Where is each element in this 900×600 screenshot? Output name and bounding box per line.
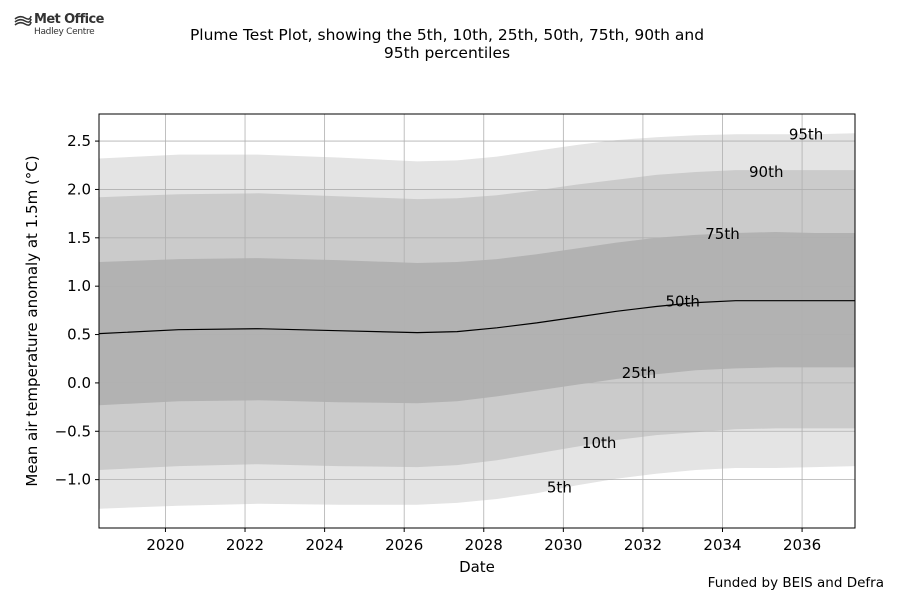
x-tick-label: 2020 (146, 536, 184, 554)
percentile-label-5th: 5th (547, 478, 572, 496)
chart-title-line-1: Plume Test Plot, showing the 5th, 10th, … (189, 26, 705, 44)
percentile-label-50th: 50th (665, 293, 699, 311)
y-tick-label: 2.5 (67, 132, 91, 150)
logo-name: Met Office (34, 12, 104, 27)
x-tick-label: 2034 (703, 536, 741, 554)
y-tick-label: −0.5 (55, 422, 91, 440)
percentile-label-25th: 25th (622, 364, 656, 382)
y-axis-label: Mean air temperature anomaly at 1.5m (°C… (23, 155, 41, 486)
x-tick-label: 2030 (544, 536, 582, 554)
logo-subname: Hadley Centre (34, 27, 95, 37)
band-25th-75th (99, 232, 855, 406)
x-tick-label: 2026 (385, 536, 423, 554)
funding-note: Funded by BEIS and Defra (707, 575, 884, 591)
percentile-label-75th: 75th (705, 225, 739, 243)
x-tick-label: 2022 (226, 536, 264, 554)
y-tick-label: 0.0 (67, 374, 91, 392)
x-tick-label: 2024 (306, 536, 344, 554)
x-tick-label: 2032 (624, 536, 662, 554)
y-tick-label: 1.0 (67, 277, 91, 295)
percentile-label-10th: 10th (582, 434, 616, 452)
percentile-label-90th: 90th (749, 163, 783, 181)
met-office-logo: Met Office Hadley Centre (14, 12, 124, 42)
percentile-label-95th: 95th (789, 125, 823, 143)
logo-swoosh-icon (14, 15, 32, 26)
y-tick-label: 2.0 (67, 180, 91, 198)
x-tick-label: 2028 (465, 536, 503, 554)
x-axis-label: Date (459, 558, 495, 576)
y-tick-label: −1.0 (55, 471, 91, 489)
x-tick-label: 2036 (783, 536, 821, 554)
median-line (98, 300, 855, 335)
y-tick-label: 0.5 (67, 326, 91, 344)
y-tick-label: 1.5 (67, 229, 91, 247)
plot-frame (98, 113, 856, 529)
chart-title: Plume Test Plot, showing the 5th, 10th, … (147, 26, 747, 62)
chart-title-line-2: 95th percentiles (383, 44, 511, 62)
